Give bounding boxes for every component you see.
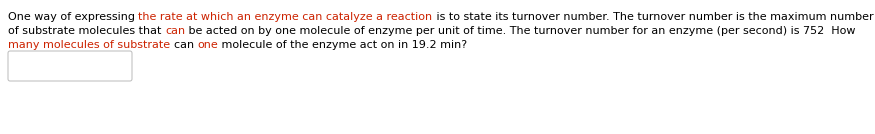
Text: One way of expressing: One way of expressing [8,12,138,22]
Text: is to state its turnover number. The turnover number is the maximum number: is to state its turnover number. The tur… [432,12,873,22]
Text: be acted on by one molecule of enzyme per unit of time. The turnover number for : be acted on by one molecule of enzyme pe… [185,26,856,36]
Text: one: one [197,40,218,50]
Text: of substrate molecules that: of substrate molecules that [8,26,164,36]
Text: can: can [164,26,185,36]
Text: can: can [173,40,197,50]
FancyBboxPatch shape [8,51,132,81]
Text: the rate at which an enzyme can catalyze a reaction: the rate at which an enzyme can catalyze… [138,12,432,22]
Text: molecule of the enzyme act on in 19.2 min?: molecule of the enzyme act on in 19.2 mi… [218,40,467,50]
Text: many molecules of substrate: many molecules of substrate [8,40,173,50]
